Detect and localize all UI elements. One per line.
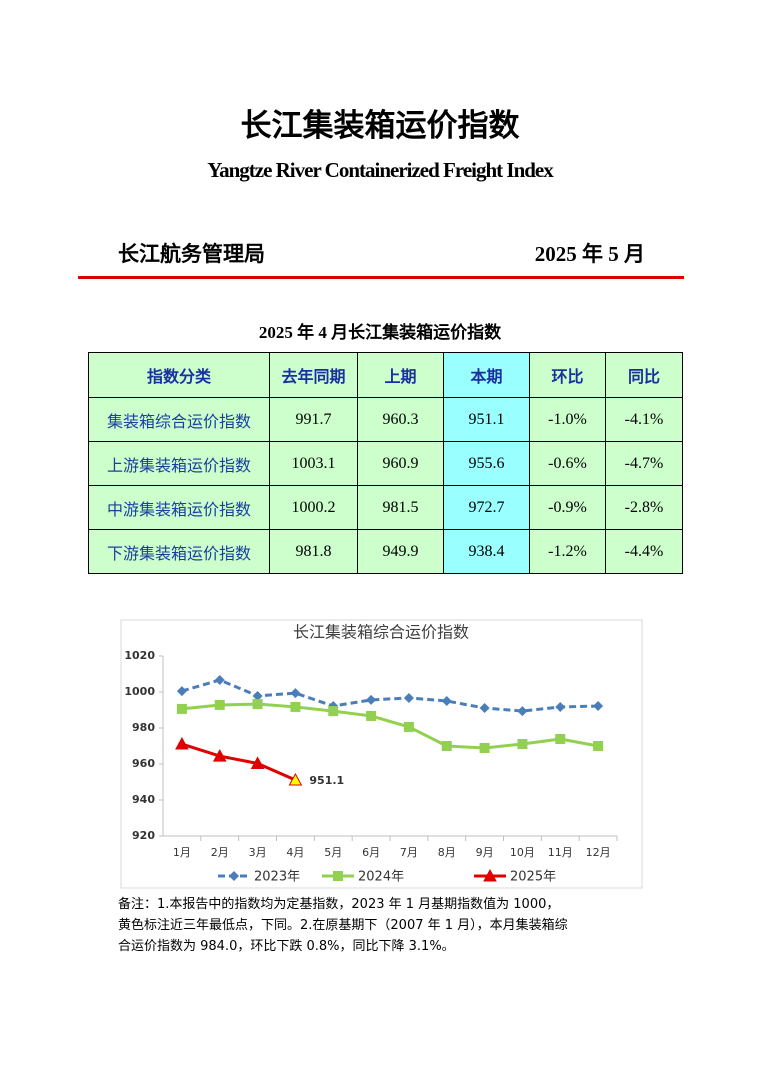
- point: [366, 710, 377, 721]
- cell: 949.9: [357, 529, 444, 574]
- row: 集装箱综合运价指数 991.7 960.3 951.1 -1.0% -4.1%: [88, 397, 683, 442]
- x-tick-label: 10月: [510, 846, 535, 859]
- point: [479, 742, 490, 753]
- cell: -4.4%: [605, 529, 683, 574]
- y-tick-label: 960: [132, 757, 155, 770]
- legend-label: 2024年: [358, 870, 404, 885]
- annotation: 951.1: [309, 774, 344, 787]
- point: [252, 699, 263, 710]
- cell: 955.6: [443, 441, 530, 486]
- cell: 1003.1: [269, 441, 358, 486]
- point: [593, 741, 604, 751]
- row: 上游集装箱运价指数 1003.1 960.9 955.6 -0.6% -4.7%: [88, 441, 683, 486]
- note: 合运价指数为 984.0，环比下跌 0.8%，同比下降 3.1%。: [118, 939, 455, 954]
- cell: 972.7: [443, 485, 530, 530]
- cell: 981.8: [269, 529, 358, 574]
- x-tick-label: 4月: [286, 846, 304, 859]
- point: [252, 690, 263, 701]
- x-tick-label: 2月: [211, 846, 229, 859]
- point: [175, 736, 189, 750]
- x-tick-label: 1月: [173, 846, 191, 859]
- divider: [78, 276, 684, 279]
- point: [479, 703, 490, 714]
- point: [366, 694, 377, 705]
- point: [441, 696, 452, 706]
- x-tick-label: 6月: [362, 846, 380, 859]
- y-tick-label: 1000: [124, 685, 155, 698]
- note: 备注：1.本报告中的指数均为定基指数，2023 年 1 月基期指数值为 1000…: [118, 897, 560, 912]
- point: [593, 701, 604, 712]
- row: 中游集装箱运价指数 1000.2 981.5 972.7 -0.9% -2.8%: [88, 485, 683, 530]
- x-tick-label: 3月: [249, 846, 267, 859]
- x-tick-label: 9月: [476, 846, 494, 859]
- x-tick-label: 7月: [400, 846, 418, 859]
- y-tick-label: 920: [132, 829, 155, 842]
- point: [441, 741, 452, 751]
- cell: 960.3: [357, 397, 444, 442]
- index-table: 指数分类 去年同期 上期 本期 环比 同比 集装箱综合运价指数 991.7 960.3 951.1…: [88, 352, 683, 574]
- legend-label: 2025年: [510, 870, 556, 885]
- point: [555, 733, 566, 744]
- point: [290, 701, 301, 712]
- row: 下游集装箱运价指数 981.8 949.9 938.4 -1.2% -4.4%: [88, 529, 683, 574]
- point: [517, 706, 528, 717]
- x-tick-label: 5月: [324, 846, 342, 859]
- date: 2025 年 5 月: [534, 242, 645, 266]
- row-label: 上游集装箱运价指数: [88, 441, 270, 486]
- note: 黄色标注近三年最低点，下同。2.在原基期下（2007 年 1 月），本月集装箱综: [118, 918, 568, 933]
- series-line: [181, 742, 297, 782]
- point: [250, 756, 265, 769]
- issuer: 长江航务管理局: [118, 242, 265, 266]
- subtitle: Yangtze River Containerized Freight Inde…: [207, 158, 554, 182]
- point: [483, 868, 497, 882]
- point: [555, 701, 566, 712]
- chart-frame: [120, 619, 643, 889]
- column-header: 上期: [357, 352, 444, 398]
- y-tick-label: 980: [132, 721, 155, 734]
- point: [176, 686, 187, 697]
- y-tick-label: 940: [132, 793, 155, 806]
- row-label: 中游集装箱运价指数: [88, 485, 270, 530]
- table-title: 2025 年 4 月长江集装箱运价指数: [258, 323, 502, 342]
- point: [290, 688, 301, 699]
- cell: 960.9: [357, 441, 444, 486]
- x-tick-label: 11月: [548, 846, 573, 859]
- column-header: 去年同期: [269, 352, 358, 398]
- cell: 938.4: [443, 529, 530, 574]
- point: [517, 739, 528, 750]
- cell: 991.7: [269, 397, 358, 442]
- cell: -4.1%: [605, 397, 683, 442]
- x-tick-label: 12月: [586, 846, 611, 859]
- column-header: 同比: [605, 352, 683, 398]
- point: [212, 749, 227, 762]
- point: [229, 871, 239, 881]
- point: [214, 699, 225, 710]
- point: [328, 706, 339, 717]
- point: [403, 721, 414, 732]
- series-line: [181, 678, 599, 713]
- point: [403, 692, 414, 703]
- point: [333, 871, 343, 881]
- title: 长江集装箱运价指数: [240, 108, 520, 144]
- point: [176, 703, 187, 714]
- cell: -1.2%: [529, 529, 606, 574]
- chart-title: 长江集装箱综合运价指数: [293, 623, 469, 642]
- y-tick-label: 1020: [124, 649, 155, 662]
- row-label: 集装箱综合运价指数: [88, 397, 270, 442]
- series-line: [181, 702, 599, 750]
- row-label: 下游集装箱运价指数: [88, 529, 270, 574]
- x-tick-label: 8月: [438, 846, 456, 859]
- cell: -2.8%: [605, 485, 683, 530]
- legend-label: 2023年: [254, 870, 300, 885]
- cell: 951.1: [443, 397, 530, 442]
- cell: -4.7%: [605, 441, 683, 486]
- cell: 981.5: [357, 485, 444, 530]
- point: [288, 772, 303, 786]
- point: [214, 674, 225, 685]
